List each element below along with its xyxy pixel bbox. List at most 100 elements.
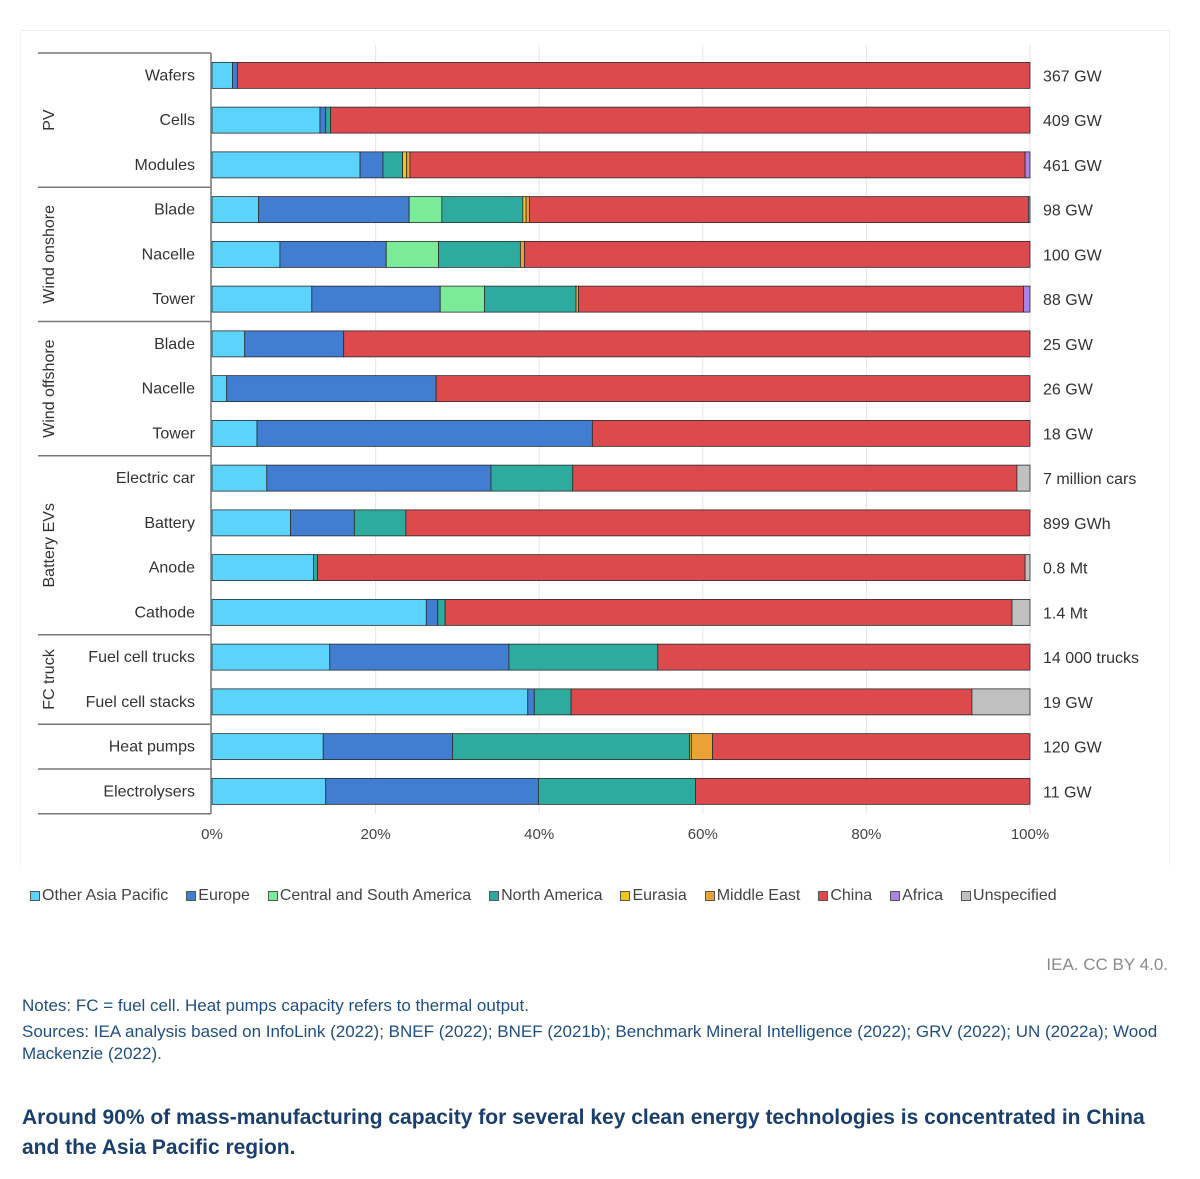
bar-segment: [578, 285, 1024, 313]
total-label: 899 GWh: [1043, 516, 1111, 533]
bar-segment: [527, 688, 535, 716]
legend-swatch: [704, 891, 715, 901]
legend-item: Central and South America: [267, 887, 471, 905]
bar-segment: [343, 330, 1031, 358]
legend-item: North America: [489, 887, 602, 905]
total-label: 25 GW: [1043, 337, 1094, 354]
bar-segment: [690, 733, 714, 761]
bar-segment: [591, 419, 1031, 447]
legend-swatch: [818, 891, 829, 901]
legend-swatch: [489, 891, 500, 901]
notes-text: Notes: FC = fuel cell. Heat pumps capaci…: [22, 996, 529, 1015]
bar-segment: [435, 375, 1031, 403]
category-label: Modules: [135, 157, 195, 174]
legend-item: Unspecified: [961, 887, 1057, 905]
bar-segment: [483, 285, 577, 313]
category-axis: [38, 52, 212, 815]
total-label: 461 GW: [1043, 158, 1103, 175]
legend-item: Europe: [186, 887, 250, 905]
bar-segment: [211, 509, 291, 537]
legend-label: Europe: [198, 887, 250, 904]
legend-swatch: [890, 891, 901, 901]
bar-segment: [712, 733, 1031, 761]
legend-item: Other Asia Pacific: [30, 887, 168, 905]
legend-item: Africa: [890, 887, 943, 905]
bar-segment: [525, 196, 530, 224]
bar-segment: [385, 240, 439, 268]
total-label: 7 million cars: [1043, 471, 1136, 488]
bar-segment: [211, 375, 228, 403]
bar-segment: [232, 61, 238, 89]
category-label: Wafers: [145, 67, 195, 84]
legend-swatch: [30, 891, 40, 901]
bar-segment: [524, 240, 1031, 268]
bar-segment: [402, 151, 408, 179]
total-label: 18 GW: [1043, 426, 1094, 443]
category-label: Nacelle: [142, 381, 195, 398]
bar-segment: [359, 151, 384, 179]
total-label: 409 GW: [1043, 113, 1103, 130]
bar-segment: [444, 598, 1013, 626]
bar-segment: [522, 196, 527, 224]
bar-segment: [1024, 554, 1031, 582]
category-label: Blade: [154, 336, 195, 353]
category-label: Blade: [154, 202, 195, 219]
bar-segment: [437, 598, 446, 626]
category-label: Battery: [144, 515, 195, 532]
x-tick-label: 80%: [851, 826, 881, 843]
total-label: 11 GW: [1043, 784, 1093, 801]
total-label: 100 GW: [1043, 247, 1103, 264]
bar-segment: [211, 643, 331, 671]
total-label: 98 GW: [1043, 203, 1094, 220]
legend-swatch: [620, 891, 631, 901]
bar-segment: [290, 509, 355, 537]
legend-label: Africa: [902, 887, 944, 904]
total-label: 19 GW: [1043, 695, 1094, 712]
bar-segment: [244, 330, 345, 358]
x-tick-label: 40%: [524, 826, 554, 843]
category-label: Anode: [149, 560, 195, 577]
bar-segment: [438, 240, 521, 268]
bar-segment: [490, 464, 574, 492]
category-label: Cells: [159, 112, 195, 129]
x-tick-label: 20%: [361, 826, 391, 843]
bar-segment: [211, 464, 268, 492]
category-label: Fuel cell trucks: [88, 649, 195, 666]
bar-segment: [325, 106, 332, 134]
bar-segment: [258, 196, 410, 224]
legend: Other Asia Pacific Europe Central and Sout…: [30, 887, 1170, 905]
chart-frame: [20, 30, 1170, 866]
bar-segment: [1023, 285, 1031, 313]
bar-segment: [236, 61, 1031, 89]
legend-swatch: [267, 891, 278, 901]
bar-segment: [279, 240, 387, 268]
bar-segment: [325, 777, 539, 805]
category-label: Fuel cell stacks: [86, 694, 195, 711]
bar-segment: [329, 643, 510, 671]
bars: [211, 61, 1031, 805]
bar-segment: [211, 733, 324, 761]
bar-segment: [519, 240, 525, 268]
bar-segment: [211, 777, 327, 805]
category-label: Cathode: [135, 604, 196, 621]
bar-segment: [319, 106, 327, 134]
total-label: 14 000 trucks: [1043, 650, 1139, 667]
bar-segment: [452, 733, 691, 761]
bar-segment: [1011, 598, 1031, 626]
bar-segment: [1027, 196, 1031, 224]
bar-segment: [211, 598, 427, 626]
legend-label: China: [830, 887, 873, 904]
group-label: Wind onshore: [41, 205, 58, 304]
bar-segment: [211, 688, 529, 716]
group-label: Wind offshore: [41, 339, 58, 438]
legend-label: Middle East: [716, 887, 801, 904]
total-label: 367 GW: [1043, 68, 1103, 85]
total-label: 0.8 Mt: [1043, 561, 1088, 578]
bar-segment: [971, 688, 1031, 716]
bar-segment: [317, 554, 1026, 582]
bar-segment: [211, 419, 258, 447]
total-label: 88 GW: [1043, 292, 1094, 309]
total-label: 120 GW: [1043, 740, 1103, 757]
bar-segment: [266, 464, 492, 492]
bar-segment: [695, 777, 1031, 805]
